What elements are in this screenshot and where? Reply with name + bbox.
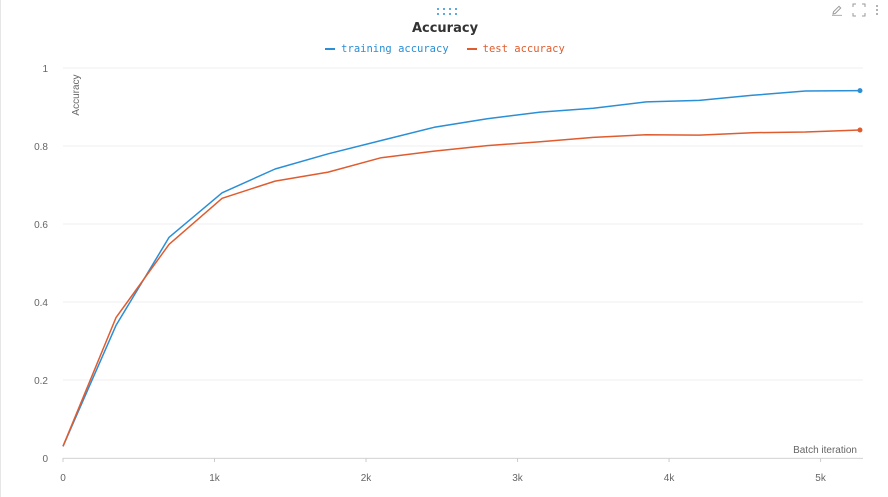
edit-icon[interactable] [830, 3, 844, 17]
x-tick-label: 2k [361, 473, 373, 484]
y-tick-label: 0.8 [34, 142, 48, 153]
series-end-point [857, 127, 863, 133]
x-tick-label: 3k [512, 473, 524, 484]
y-tick-label: 0.6 [34, 220, 48, 231]
y-tick-label: 1 [42, 64, 48, 75]
legend-label: training accuracy [341, 43, 449, 55]
y-axis-label: Accuracy [71, 74, 82, 115]
y-tick-label: 0.2 [34, 376, 48, 387]
x-tick-label: 5k [815, 473, 827, 484]
legend-swatch [325, 48, 336, 50]
series-end-point [857, 88, 863, 94]
chart-legend: training accuracy test accuracy [1, 43, 888, 55]
chart-title: Accuracy [411, 21, 479, 36]
legend-item[interactable]: training accuracy [325, 43, 449, 55]
x-axis-label: Batch iteration [793, 445, 857, 456]
series-line-test [62, 129, 861, 447]
legend-item[interactable]: test accuracy [466, 43, 565, 55]
legend-swatch [466, 48, 477, 50]
legend-label: test accuracy [482, 43, 565, 55]
x-tick-label: 1k [209, 473, 221, 484]
x-tick-label: 0 [60, 473, 66, 484]
y-tick-label: 0 [42, 454, 48, 465]
x-tick-label: 4k [664, 473, 676, 484]
panel-toolbar [830, 3, 880, 17]
more-icon[interactable] [874, 3, 880, 17]
drag-handle-icon[interactable] [435, 5, 459, 17]
y-tick-label: 0.4 [34, 298, 48, 309]
series-line-training [62, 89, 861, 447]
fullscreen-icon[interactable] [852, 3, 866, 17]
